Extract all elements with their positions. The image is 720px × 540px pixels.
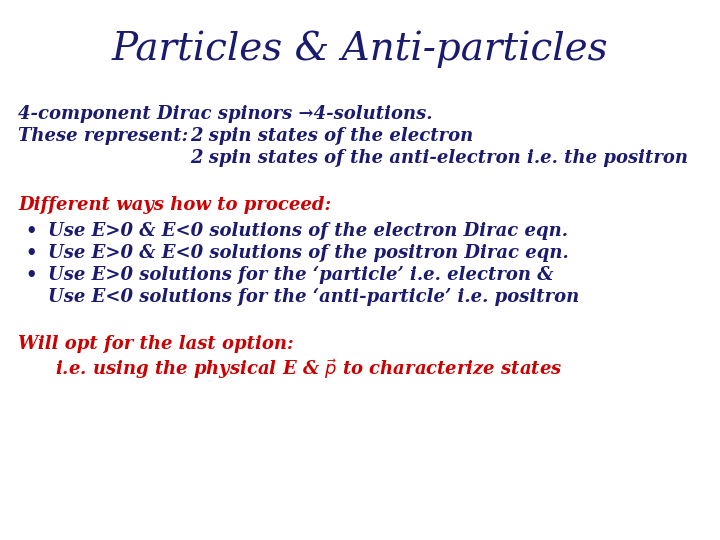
Text: •: • bbox=[25, 266, 37, 284]
Text: Will opt for the last option:: Will opt for the last option: bbox=[18, 335, 294, 353]
Text: •: • bbox=[25, 222, 37, 240]
Text: Use E>0 & E<0 solutions of the positron Dirac eqn.: Use E>0 & E<0 solutions of the positron … bbox=[48, 244, 569, 262]
Text: Use E>0 solutions for the ‘particle’ i.e. electron &: Use E>0 solutions for the ‘particle’ i.e… bbox=[48, 266, 554, 285]
Text: These represent:: These represent: bbox=[18, 127, 188, 145]
Text: 4-component Dirac spinors →4-solutions.: 4-component Dirac spinors →4-solutions. bbox=[18, 105, 433, 123]
Text: 2 spin states of the anti-electron i.e. the positron: 2 spin states of the anti-electron i.e. … bbox=[190, 149, 688, 167]
Text: Use E>0 & E<0 solutions of the electron Dirac eqn.: Use E>0 & E<0 solutions of the electron … bbox=[48, 222, 568, 240]
Text: i.e. using the physical E &: i.e. using the physical E & bbox=[0, 539, 1, 540]
Text: •: • bbox=[25, 244, 37, 262]
Text: Particles & Anti-particles: Particles & Anti-particles bbox=[112, 30, 608, 68]
Text: 2 spin states of the electron: 2 spin states of the electron bbox=[190, 127, 473, 145]
Text: Use E<0 solutions for the ‘anti-particle’ i.e. positron: Use E<0 solutions for the ‘anti-particle… bbox=[48, 288, 580, 306]
Text: Different ways how to proceed:: Different ways how to proceed: bbox=[18, 196, 331, 214]
Text: i.e. using the physical E & $\vec{p}$ to characterize states: i.e. using the physical E & $\vec{p}$ to… bbox=[55, 357, 562, 381]
